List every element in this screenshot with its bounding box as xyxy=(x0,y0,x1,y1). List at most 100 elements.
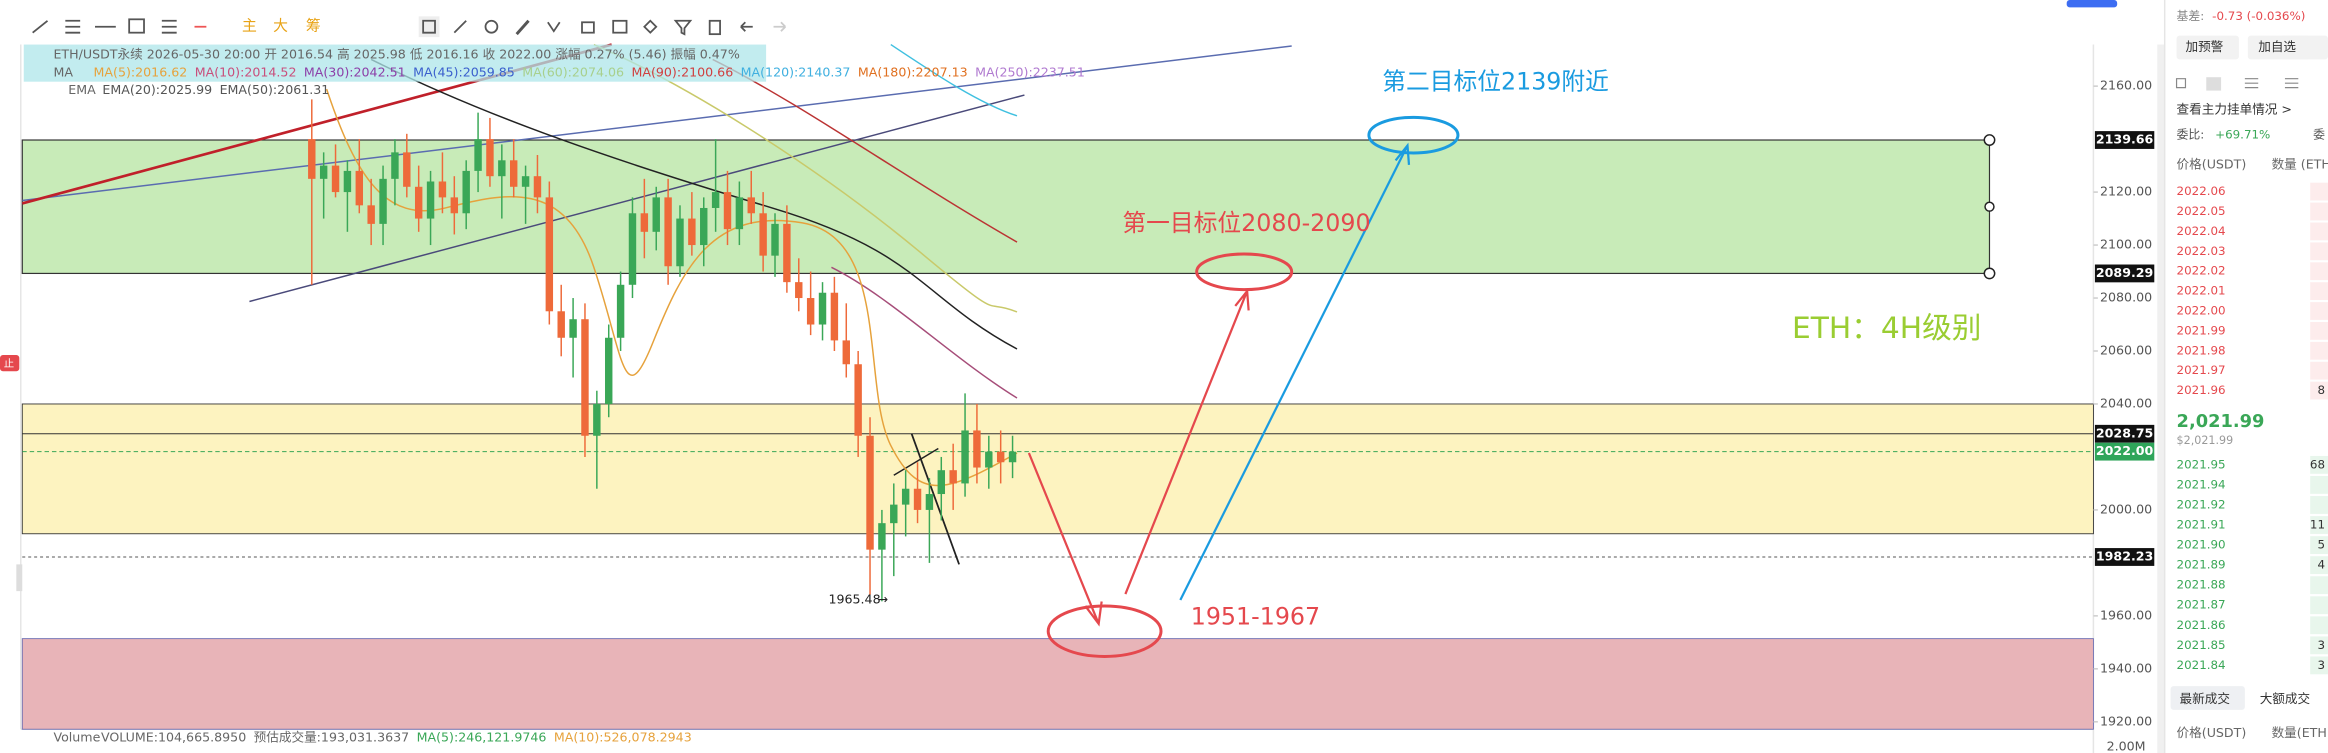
button-bg[interactable] xyxy=(2176,35,2239,60)
left-handle[interactable] xyxy=(16,564,23,592)
depth-bar xyxy=(2310,656,2328,675)
ratio-label: 委比: xyxy=(2177,128,2205,142)
tool-hlines[interactable] xyxy=(65,19,81,34)
ask-price: 2022.05 xyxy=(2177,204,2226,218)
depth-bar xyxy=(2310,476,2328,494)
volume-legend: VOLUME:104,665.8950 预估成交量:193,031.3637 MA(… xyxy=(101,730,692,745)
toolbar-label[interactable]: 筹 xyxy=(306,18,321,35)
depth-bar xyxy=(2310,516,2328,534)
ma-line xyxy=(370,58,1018,350)
view-tabs[interactable] xyxy=(2175,78,2299,89)
bid-price: 2021.90 xyxy=(2177,538,2226,552)
candle-body xyxy=(545,197,554,312)
depth-bar xyxy=(2310,321,2328,340)
ask-price: 2022.00 xyxy=(2177,304,2226,318)
candle-body xyxy=(331,165,340,193)
candle-body xyxy=(533,176,542,198)
tool-delete[interactable] xyxy=(708,19,721,36)
depth-bar xyxy=(2310,341,2328,360)
candle-body xyxy=(795,282,803,299)
panel-button[interactable] xyxy=(2066,0,2118,8)
tool-magnet[interactable] xyxy=(484,19,499,34)
candle-body xyxy=(343,170,352,193)
tool-line[interactable] xyxy=(32,20,49,34)
zones xyxy=(21,134,2094,730)
ma-line xyxy=(890,43,1018,117)
ma-value: MA(90):2100.66 xyxy=(631,64,733,79)
ma-value: MA(120):2140.37 xyxy=(741,64,851,79)
support-zone xyxy=(21,638,2094,730)
ratio-value: +69.71% xyxy=(2215,128,2270,142)
legend-title: EMA xyxy=(68,82,96,97)
toolbar-label[interactable]: 主 xyxy=(242,18,257,35)
tab-active-bg[interactable] xyxy=(2170,686,2245,710)
candle-body xyxy=(628,213,637,285)
button-label[interactable]: 加预警 xyxy=(2185,39,2223,54)
bid-qty: 5 xyxy=(2317,538,2325,552)
scrollbar[interactable] xyxy=(2157,44,2165,753)
side-tag-text: 止 xyxy=(4,358,14,370)
candle-body xyxy=(1008,451,1017,463)
column-header: 价格(USDT) xyxy=(2177,156,2247,171)
tool-brush[interactable] xyxy=(515,19,530,36)
depth-bar xyxy=(2310,616,2328,635)
axis-tick-label: 2080.00 xyxy=(2100,290,2152,305)
tool-eye[interactable] xyxy=(612,19,628,34)
tool-fib[interactable] xyxy=(161,19,177,34)
tab[interactable]: 大额成交 xyxy=(2260,691,2311,706)
depth-bar xyxy=(2310,202,2328,221)
candles xyxy=(308,99,1017,602)
axis-tick-label: 1920.00 xyxy=(2100,713,2152,728)
trend-line xyxy=(249,94,1025,303)
ma-value: MA(30):2042.51 xyxy=(304,64,406,79)
ma-line xyxy=(831,266,1018,399)
candle-body xyxy=(403,152,411,187)
tool-redo[interactable] xyxy=(773,21,787,32)
tool-bow[interactable] xyxy=(547,21,561,33)
ask-price: 2022.01 xyxy=(2177,284,2226,298)
tool-undo[interactable] xyxy=(740,21,753,32)
column-header: 数量 (ETH) xyxy=(2272,156,2328,171)
depth-bar xyxy=(2310,262,2328,281)
tool-rect[interactable] xyxy=(128,18,145,34)
tool-lock[interactable] xyxy=(581,21,595,34)
axis-tick-label: 2040.00 xyxy=(2100,395,2152,410)
ma-line xyxy=(593,43,1018,313)
legend-title: Volume xyxy=(53,730,100,745)
target-ellipse xyxy=(1195,252,1294,292)
button-label[interactable]: 加自选 xyxy=(2258,39,2296,54)
candle-body xyxy=(866,435,874,550)
tool-active[interactable] xyxy=(418,16,440,38)
candle-body xyxy=(759,213,767,256)
tool-pen[interactable] xyxy=(453,20,467,34)
candle-body xyxy=(878,523,886,550)
candle-body xyxy=(414,186,423,219)
candle-body xyxy=(973,430,981,468)
annotation-text: 第一目标位2080-2090 xyxy=(1122,209,1370,237)
tool-layer[interactable] xyxy=(643,19,658,34)
candle-body xyxy=(664,197,672,267)
toolbar-label[interactable]: 大 xyxy=(273,18,288,35)
tab[interactable]: 最新成交 xyxy=(2180,691,2231,706)
tool-filter[interactable] xyxy=(673,19,693,36)
column-header: 价格(USDT) xyxy=(2177,725,2247,740)
ma-value: MA(250):2237.51 xyxy=(975,64,1085,79)
zone-handle[interactable] xyxy=(1983,134,1996,146)
bid-qty: 11 xyxy=(2310,518,2325,532)
zone-handle[interactable] xyxy=(1984,201,1995,212)
button-bg[interactable] xyxy=(2280,35,2328,60)
candle-body xyxy=(498,160,506,177)
main-orders-link[interactable]: 查看主力挂单情况 > xyxy=(2177,101,2292,116)
tool-copy[interactable] xyxy=(422,19,436,34)
ma-line xyxy=(325,88,1018,487)
candle-body xyxy=(557,311,565,338)
axis-tick-label: 2060.00 xyxy=(2100,343,2152,358)
basis-value: -0.73 (-0.036%) xyxy=(2212,9,2305,23)
view-tab-active[interactable] xyxy=(2206,77,2222,91)
candle-body xyxy=(355,170,364,206)
zone-handle[interactable] xyxy=(1983,267,1996,280)
candle-body xyxy=(783,223,791,283)
candle-body xyxy=(996,451,1005,463)
price-tag xyxy=(2094,442,2155,461)
arrow xyxy=(1124,288,1250,595)
